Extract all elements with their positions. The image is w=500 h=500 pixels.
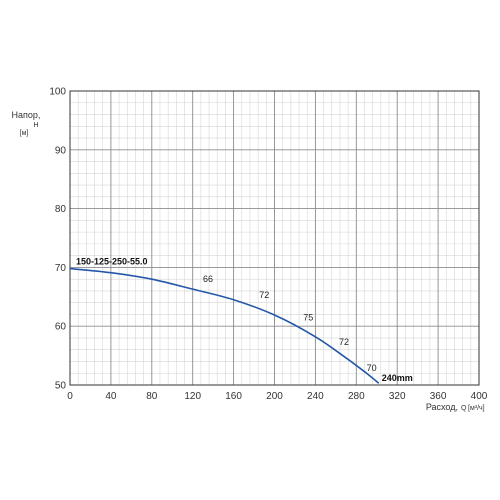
y-tick-label: 50 xyxy=(55,381,67,392)
y-tick-label: 100 xyxy=(49,87,66,98)
x-tick-label: 120 xyxy=(184,391,201,402)
efficiency-labels: 66 72 75 72 70 xyxy=(203,274,377,373)
series-name-label: 150-125-250-55.0 xyxy=(76,257,148,267)
plot-border xyxy=(69,90,480,386)
y-axis-symbol: H xyxy=(33,122,38,129)
efficiency-label: 75 xyxy=(303,312,313,322)
y-axis-unit: [м] xyxy=(20,130,29,137)
x-axis-symbol: Q xyxy=(461,405,467,412)
x-tick-label: 200 xyxy=(266,391,283,402)
x-tick-label: 40 xyxy=(105,391,117,402)
x-axis-title: Расход, xyxy=(426,402,458,412)
x-tick-label: 80 xyxy=(146,391,158,402)
x-tick-label: 360 xyxy=(430,391,447,402)
impeller-diameter-label: 240mm xyxy=(382,373,413,383)
major-grid xyxy=(70,91,479,385)
y-axis-title: Напор, xyxy=(12,110,41,120)
efficiency-label: 72 xyxy=(339,337,349,347)
efficiency-label: 72 xyxy=(259,290,269,300)
x-axis-unit: [м³/ч] xyxy=(468,405,485,412)
y-tick-label: 90 xyxy=(55,145,67,156)
y-tick-label: 80 xyxy=(55,204,67,215)
y-tick-label: 60 xyxy=(55,322,67,333)
y-tick-label: 70 xyxy=(55,263,67,274)
x-tick-label: 0 xyxy=(67,391,73,402)
x-tick-label: 400 xyxy=(471,391,488,402)
efficiency-label: 70 xyxy=(367,363,377,373)
pump-head-curve xyxy=(69,267,380,384)
efficiency-label: 66 xyxy=(203,274,213,284)
x-tick-label: 280 xyxy=(348,391,365,402)
x-tick-label: 160 xyxy=(225,391,242,402)
x-tick-label: 320 xyxy=(389,391,406,402)
x-tick-label: 240 xyxy=(307,391,324,402)
x-axis-ticks: 0 40 80 120 160 200 240 280 320 360 400 xyxy=(67,391,488,402)
y-axis-ticks: 50 60 70 80 90 100 xyxy=(49,87,66,392)
